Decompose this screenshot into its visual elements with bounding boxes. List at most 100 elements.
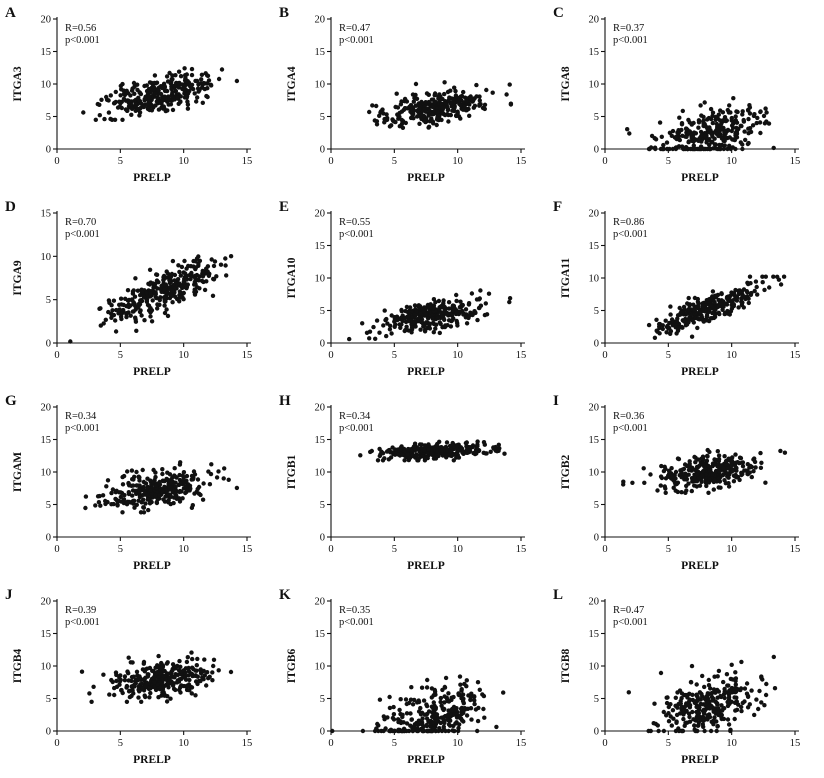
data-point: [752, 112, 757, 117]
data-point: [195, 477, 201, 482]
data-point: [172, 466, 177, 471]
y-tick-label: 0: [594, 727, 599, 738]
data-point: [178, 74, 184, 79]
y-tick-label: 10: [589, 662, 600, 673]
data-point: [391, 704, 396, 710]
data-point: [211, 263, 217, 269]
data-point: [228, 669, 234, 675]
data-point: [424, 685, 430, 690]
data-point: [725, 699, 730, 705]
data-point: [733, 682, 738, 687]
data-point: [168, 696, 173, 701]
data-point: [163, 282, 168, 287]
data-point: [707, 714, 713, 720]
data-point: [422, 712, 428, 717]
data-point: [134, 669, 140, 674]
data-point: [706, 677, 711, 683]
data-point: [387, 694, 392, 700]
data-point: [166, 102, 171, 107]
data-point: [393, 119, 398, 125]
data-point: [192, 292, 198, 297]
x-tick-label: 15: [516, 738, 527, 749]
data-point: [659, 134, 664, 139]
data-point: [367, 336, 372, 341]
data-point: [109, 117, 115, 123]
data-point: [438, 699, 443, 705]
data-point: [207, 482, 213, 487]
data-point: [669, 466, 674, 471]
data-point: [458, 94, 463, 99]
scatter-plot-ITGA9: 0 5 10 15 0 5 10 15 D R=0.70p<0.001 ITGA9 PRELP: [5, 199, 252, 378]
x-tick-label: 0: [602, 738, 607, 749]
data-point: [442, 700, 447, 705]
data-point: [384, 316, 389, 322]
data-point: [716, 485, 721, 490]
data-point: [418, 311, 423, 316]
data-point: [722, 454, 727, 459]
data-point: [423, 100, 428, 105]
data-point: [685, 301, 690, 306]
data-point: [140, 667, 146, 672]
data-point: [663, 490, 668, 495]
data-point: [184, 277, 190, 282]
data-point: [469, 291, 475, 296]
data-point: [135, 106, 140, 111]
data-point: [747, 105, 753, 110]
scatter-plot-ITGB1: 0 5 10 15 0 5 10 15 20 H R=0.34p<0.001 ITGB1 PRELP: [279, 393, 526, 572]
r-value-label: R=0.47: [613, 605, 644, 616]
data-point: [399, 109, 405, 114]
data-point: [129, 483, 134, 488]
data-point: [406, 314, 411, 319]
data-point: [182, 258, 187, 264]
data-point: [682, 319, 687, 324]
data-point: [141, 484, 146, 490]
data-point: [482, 442, 487, 447]
data-point: [412, 303, 418, 308]
data-point: [680, 108, 685, 114]
y-tick-label: 5: [594, 694, 599, 705]
data-point: [410, 112, 415, 118]
data-point: [680, 310, 685, 315]
data-point: [181, 290, 186, 296]
scatter-plot-ITGA10: 0 5 10 15 0 5 10 15 20 E R=0.55p<0.001 ITGA10 PRELP: [279, 199, 526, 378]
data-point: [686, 320, 691, 325]
data-point: [164, 699, 170, 704]
data-point: [727, 472, 732, 477]
data-point: [185, 99, 190, 104]
data-point: [486, 291, 492, 296]
data-point: [697, 463, 702, 468]
data-point: [103, 317, 109, 322]
data-point: [148, 291, 153, 296]
data-point: [166, 497, 171, 503]
panel-letter: A: [5, 5, 16, 21]
data-point: [759, 700, 764, 705]
data-point: [483, 451, 488, 456]
data-point: [97, 102, 102, 108]
data-point: [160, 478, 166, 484]
data-point: [453, 88, 458, 94]
data-point: [433, 456, 439, 461]
data-point: [473, 450, 478, 455]
data-point: [169, 86, 174, 92]
data-point: [164, 88, 169, 93]
data-point: [673, 482, 678, 487]
data-point: [138, 298, 143, 303]
y-axis-label: ITGA3: [12, 66, 24, 101]
data-point: [711, 709, 716, 714]
data-point: [652, 335, 658, 340]
data-point: [108, 93, 114, 98]
data-point: [736, 305, 741, 310]
data-point: [377, 446, 382, 452]
data-point: [415, 722, 420, 727]
data-point: [625, 127, 630, 132]
x-tick-label: 15: [790, 156, 801, 167]
data-point: [398, 697, 403, 702]
data-point: [721, 716, 727, 722]
data-point: [164, 661, 170, 666]
data-point: [152, 281, 158, 287]
data-point: [728, 110, 733, 115]
data-point: [475, 718, 481, 724]
data-point: [695, 723, 701, 728]
x-tick-label: 5: [666, 544, 671, 555]
data-point: [697, 136, 702, 141]
